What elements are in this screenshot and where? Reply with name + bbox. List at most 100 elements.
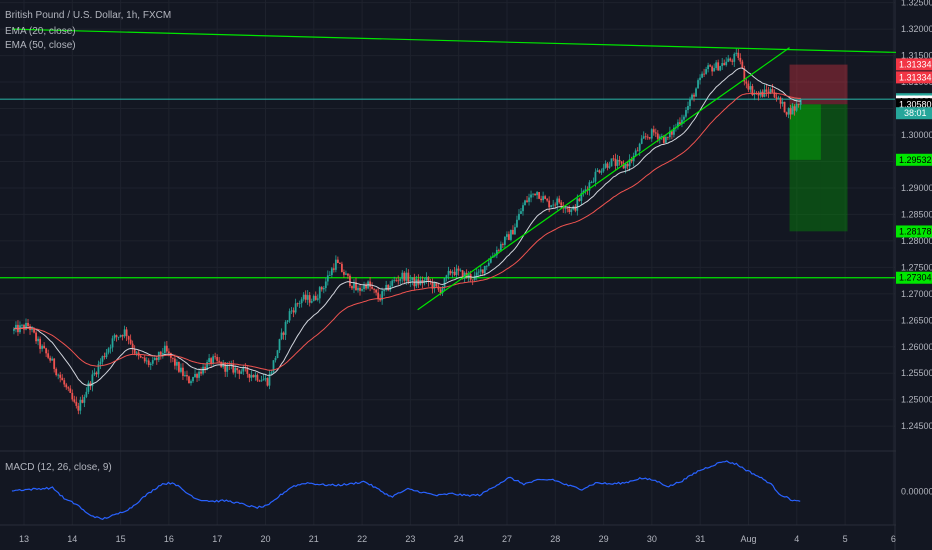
countdown-label: 38:01 [904, 108, 927, 118]
candle-body [334, 259, 337, 270]
candle-body [113, 335, 116, 339]
candle-body [411, 277, 414, 281]
price-axis[interactable]: 1.325001.320001.315001.310001.305001.300… [896, 0, 932, 550]
take-profit-zone-3 [789, 159, 821, 232]
candle-body [270, 372, 273, 375]
candle-body [431, 282, 434, 289]
candle-body [33, 328, 35, 333]
candle-body [668, 131, 671, 138]
candle-body [188, 376, 190, 384]
candle-body [775, 97, 778, 99]
candle-body [304, 294, 307, 300]
candle-body [697, 80, 699, 89]
price-tick-label: 1.25500 [901, 368, 932, 378]
candle-body [516, 219, 518, 228]
candle-body [248, 373, 251, 378]
time-tick-label: 22 [357, 534, 367, 544]
candle-body [618, 159, 621, 162]
candle-body [479, 269, 482, 272]
candle-body [598, 170, 601, 173]
candle-body [578, 198, 581, 201]
time-tick-label: 24 [454, 534, 464, 544]
candle-body [264, 378, 267, 380]
candle-body [689, 99, 691, 107]
candle-body [57, 374, 60, 376]
candle-body [687, 106, 689, 111]
candle-body [282, 332, 285, 335]
candle-body [544, 196, 547, 199]
candle-body [347, 273, 349, 276]
candle-body [580, 193, 583, 201]
candle-body [685, 110, 687, 117]
candle-body [326, 275, 329, 282]
candle-body [699, 77, 701, 81]
time-tick-label: 5 [843, 534, 848, 544]
candle-body [445, 275, 448, 279]
candle-body [753, 93, 756, 96]
candle-body [483, 265, 486, 274]
support-trendline [417, 47, 790, 311]
candle-body [503, 236, 506, 245]
time-tick-label: 31 [695, 534, 705, 544]
candle-body [745, 81, 748, 84]
candle-body [373, 288, 376, 290]
candle-body [705, 69, 707, 74]
candle-body [272, 360, 275, 373]
candle-body [288, 311, 291, 321]
candle-body [459, 270, 462, 272]
candle-body [278, 339, 281, 351]
candle-body [560, 202, 563, 206]
candle-body [600, 171, 603, 173]
candle-body [83, 396, 86, 403]
candle-body [246, 367, 249, 374]
candle-body [49, 357, 52, 361]
candle-body [660, 136, 663, 137]
candle-body [316, 298, 319, 300]
candle-body [703, 73, 705, 75]
candle-body [21, 324, 23, 326]
candle-body [218, 360, 221, 362]
candle-body [642, 136, 645, 139]
candle-body [194, 374, 196, 378]
price-tick-label: 1.26000 [901, 342, 932, 352]
candle-body [180, 367, 182, 372]
candle-body [570, 209, 573, 212]
candle-body [721, 63, 724, 67]
candle-body [628, 159, 631, 167]
candle-body [161, 352, 164, 355]
candle-body [139, 355, 142, 358]
price-tag-label: 1.29532 [899, 155, 932, 165]
candle-body [212, 356, 215, 364]
candle-body [214, 356, 217, 358]
price-tag [896, 58, 932, 71]
candle-body [63, 380, 66, 385]
candle-body [550, 205, 553, 208]
candle-body [286, 320, 289, 322]
take-profit-zone-2 [820, 104, 848, 232]
candle-body [725, 61, 728, 66]
candle-body [584, 189, 587, 191]
price-tag [896, 271, 932, 284]
candle-body [35, 332, 37, 342]
candle-body [677, 122, 679, 128]
time-tick-label: 15 [116, 534, 126, 544]
candle-body [489, 257, 492, 263]
candle-body [761, 91, 764, 97]
candle-body [769, 89, 772, 94]
candle-body [81, 399, 84, 403]
time-axis[interactable]: 13 14 15 16 17 20 21 22 23 24 27 28 29 30 31 Aug 4 5 6 [19, 534, 896, 544]
candle-body [542, 196, 545, 201]
candle-body [616, 159, 619, 166]
horizontal-lines [0, 98, 895, 279]
candle-body [387, 284, 390, 291]
candle-body [119, 335, 122, 337]
candles [13, 48, 802, 415]
candle-body [73, 399, 76, 402]
candle-body [683, 116, 685, 120]
candle-body [499, 244, 502, 251]
candle-body [707, 65, 710, 70]
candle-body [497, 250, 500, 251]
price-tick-label: 1.27500 [901, 262, 932, 272]
candle-body [268, 374, 271, 386]
